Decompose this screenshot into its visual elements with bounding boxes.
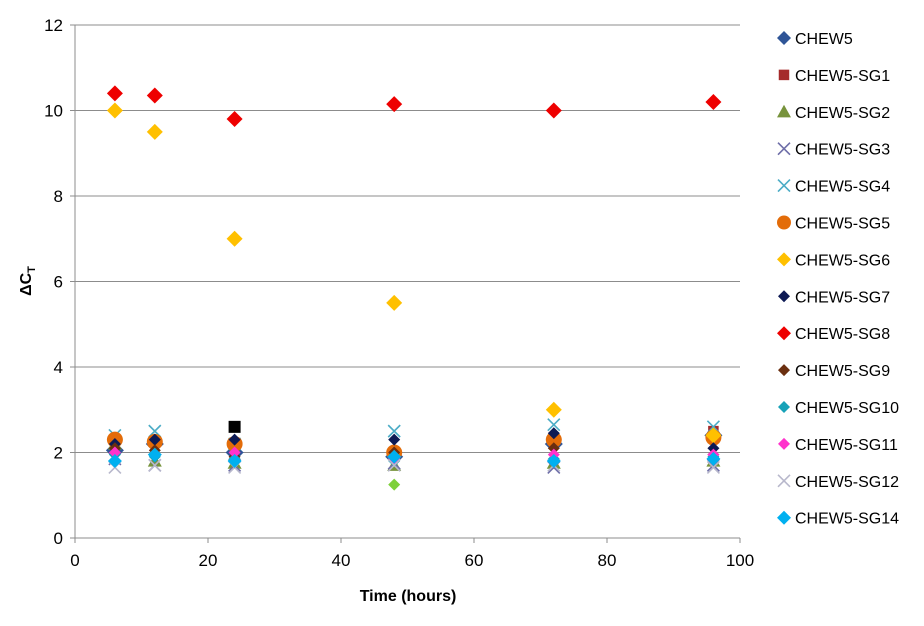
data-point (226, 230, 243, 247)
data-point (227, 454, 242, 469)
data-point (228, 420, 241, 433)
legend-label: CHEW5-SG9 (795, 363, 890, 380)
data-points (105, 85, 723, 491)
x-tick-label: 100 (726, 551, 754, 570)
data-point (705, 427, 722, 444)
legend-label: CHEW5-SG4 (795, 179, 890, 196)
data-point (707, 442, 720, 455)
data-point (387, 449, 402, 464)
data-point (228, 446, 241, 459)
legend-label: CHEW5-SG7 (795, 289, 890, 306)
data-point (107, 454, 122, 469)
legend-label: CHEW5-SG5 (795, 216, 890, 233)
x-tick-label: 80 (598, 551, 617, 570)
data-point (387, 458, 401, 472)
y-tick-label: 0 (54, 529, 63, 548)
y-tick-labels: 0 2 4 6 8 10 12 (44, 16, 63, 548)
data-point (228, 433, 241, 446)
data-point (106, 102, 123, 119)
legend-label: CHEW5-SG8 (795, 326, 890, 343)
data-point (545, 401, 562, 418)
y-tick-label: 8 (54, 187, 63, 206)
x-tick-label: 60 (465, 551, 484, 570)
legend-marker (777, 510, 791, 525)
data-point (706, 460, 720, 475)
y-tick-label: 6 (54, 273, 63, 292)
data-point (547, 442, 560, 455)
data-point (146, 87, 163, 104)
data-point (106, 85, 123, 102)
data-point (146, 123, 163, 140)
data-point (387, 424, 401, 438)
legend-marker (778, 69, 790, 81)
legend-label: CHEW5-SG3 (795, 142, 890, 159)
x-tick-labels: 0 20 40 60 80 100 (70, 551, 754, 570)
legend-label: CHEW5-SG6 (795, 252, 890, 269)
data-point (386, 96, 403, 113)
legend-label: CHEW5 (795, 31, 853, 48)
data-point (706, 451, 721, 466)
legend-marker (778, 290, 790, 303)
legend-label: CHEW5-SG12 (795, 474, 899, 491)
axes (70, 24, 741, 543)
grid-lines (75, 24, 740, 453)
legend-label: CHEW5-SG2 (795, 105, 890, 122)
y-tick-label: 4 (54, 358, 63, 377)
data-point (147, 447, 162, 462)
legend-marker (778, 401, 790, 413)
legend-marker (777, 179, 791, 193)
legend-marker (777, 252, 791, 267)
y-tick-label: 10 (44, 102, 63, 121)
data-point (108, 446, 121, 459)
x-tick-label: 0 (70, 551, 79, 570)
legend-marker (778, 437, 790, 450)
y-axis-title-main: ΔC (18, 272, 35, 296)
legend-marker (777, 215, 791, 230)
legend-marker (777, 326, 791, 341)
y-axis-title-subscript: T (26, 266, 38, 273)
data-point (545, 102, 562, 119)
data-point (386, 294, 403, 311)
legend-marker (777, 104, 791, 118)
y-tick-label: 12 (44, 16, 63, 35)
legend-marker (777, 142, 791, 156)
legend-marker (778, 364, 790, 377)
data-point (705, 93, 722, 110)
legend: CHEW5 CHEW5-SG1 CHEW5-SG2 CHEW5-SG3 CHEW5-SG… (777, 31, 899, 528)
x-tick-label: 40 (332, 551, 351, 570)
y-tick-label: 2 (54, 444, 63, 463)
data-point (148, 458, 162, 472)
legend-label: CHEW5-SG10 (795, 400, 899, 417)
data-point (148, 433, 161, 446)
data-point (226, 111, 243, 128)
data-point (547, 427, 560, 440)
data-point (547, 418, 561, 432)
data-point (388, 478, 401, 491)
x-axis-title: Time (hours) (360, 588, 457, 605)
data-point (388, 433, 401, 446)
legend-label: CHEW5-SG1 (795, 68, 890, 85)
legend-label: CHEW5-SG14 (795, 511, 899, 528)
y-axis-title: ΔCT (18, 266, 38, 296)
x-tick-label: 20 (199, 551, 218, 570)
legend-label: CHEW5-SG11 (795, 437, 898, 454)
legend-marker (777, 31, 791, 45)
data-point (545, 431, 562, 448)
legend-marker (777, 474, 791, 488)
data-point (546, 454, 561, 469)
